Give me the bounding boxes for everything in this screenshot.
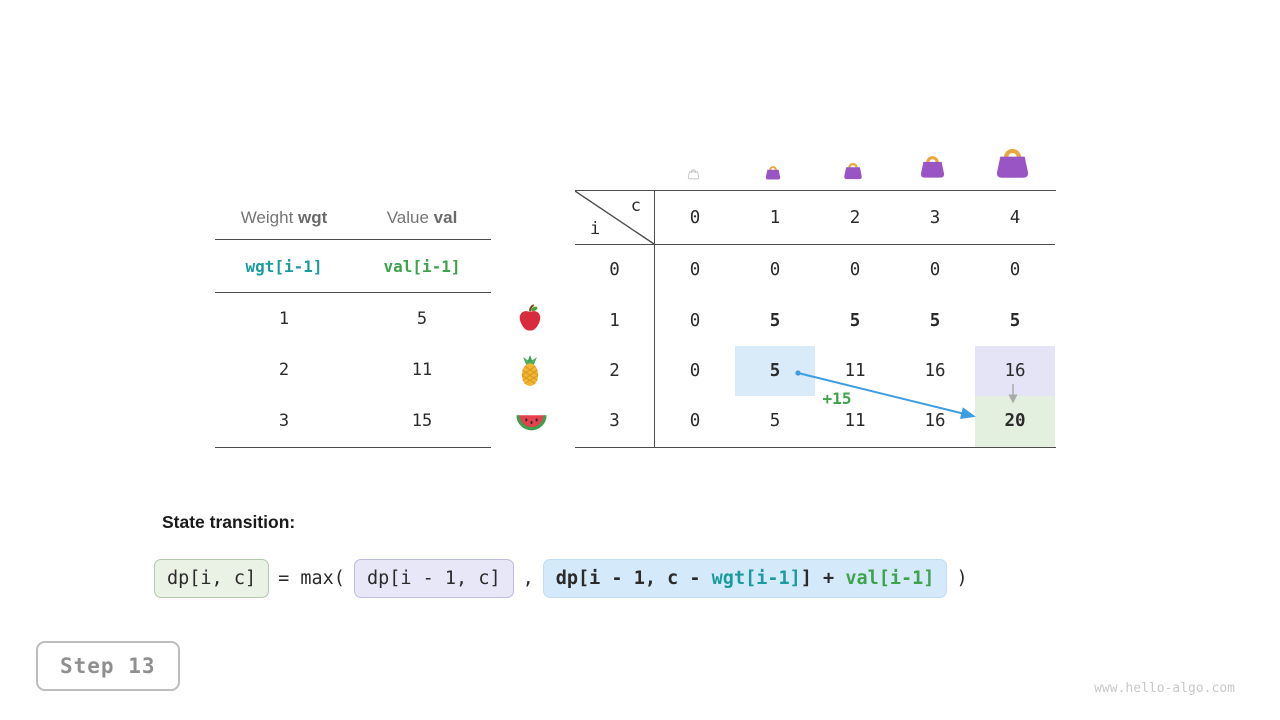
bag-icon: [842, 159, 864, 181]
empty-bag-icon: [687, 165, 700, 180]
dp-cell: 5: [769, 310, 781, 331]
take-expr-prefix: dp[i - 1, c -: [555, 568, 712, 589]
bag-icon: [764, 163, 782, 181]
value-header-code: val: [433, 207, 458, 227]
val-symbol: val[i-1]: [383, 256, 461, 276]
dp-cell-above-highlighted: 16: [975, 345, 1055, 397]
weight-header-text: Weight: [240, 207, 299, 227]
corner-label-i: i: [590, 219, 601, 239]
closing-paren: ): [956, 568, 968, 589]
max-operator: = max(: [278, 568, 345, 589]
table-row: 3 15: [215, 396, 491, 447]
bag-icon: [993, 142, 1032, 181]
dp-cell: 16: [924, 360, 946, 381]
dp-col-header: 3: [895, 191, 975, 245]
transition-gain-label: +15: [822, 389, 852, 408]
transition-arrow-icon: [797, 372, 976, 419]
dp-cell: 0: [689, 411, 701, 432]
weights-table-header: Weight wgt Value val: [215, 196, 491, 240]
dp-cell: 5: [849, 310, 861, 331]
take-expr-wgt: wgt[i-1]: [711, 568, 801, 589]
corner-label-c: c: [630, 196, 641, 216]
value-column-header: Value val: [353, 208, 491, 228]
weight-header-code: wgt: [298, 207, 328, 227]
bag-icon: [918, 151, 947, 180]
dp-keep-box: dp[i - 1, c]: [353, 559, 514, 598]
dp-lhs-box: dp[i, c]: [154, 559, 270, 598]
dp-cell: 0: [929, 260, 941, 281]
dp-cell: 0: [849, 260, 861, 281]
item-value: 11: [411, 359, 433, 380]
weights-values-table: Weight wgt Value val wgt[i-1] val[i-1] 1…: [215, 196, 491, 448]
dp-col-header: 4: [975, 191, 1055, 245]
dp-row-header: 0: [575, 245, 655, 296]
weight-column-header: Weight wgt: [215, 208, 353, 228]
dp-row-header: 2: [575, 345, 655, 397]
weight-value: 3: [278, 411, 290, 432]
dp-col-header: 0: [655, 191, 735, 245]
dp-cell: 11: [844, 360, 866, 381]
dp-table-corner: c i: [575, 191, 655, 245]
dp-take-box: dp[i - 1, c - wgt[i-1]] + val[i-1]: [542, 559, 948, 598]
weight-value: 1: [278, 308, 290, 329]
take-expr-mid: ] +: [800, 568, 846, 589]
corner-diagonal-line: [575, 191, 654, 244]
dp-cell: 0: [769, 260, 781, 281]
dp-table: c i 0 1 2 3 4 0 0 0 0 0 0 1 0 5 5 5 5 2 …: [575, 190, 1056, 448]
dp-cell: 11: [844, 411, 866, 432]
dp-cell: 0: [689, 310, 701, 331]
dp-cell: 0: [1009, 260, 1021, 281]
apple-icon: [517, 304, 543, 332]
wgt-symbol: wgt[i-1]: [245, 256, 323, 276]
dp-cell-current-highlighted: 20: [975, 396, 1055, 447]
dp-col-header: 2: [815, 191, 895, 245]
dp-row-header: 1: [575, 295, 655, 346]
dp-cell: 0: [689, 260, 701, 281]
take-expr-val: val[i-1]: [845, 568, 935, 589]
watermelon-icon: [516, 413, 547, 432]
state-transition-formula: dp[i, c] = max( dp[i - 1, c] , dp[i - 1,…: [154, 559, 968, 598]
dp-cell-source-highlighted: 5: [735, 345, 815, 397]
weight-value: 2: [278, 359, 290, 380]
value-header-text: Value: [386, 207, 434, 227]
dp-cell: 5: [1009, 310, 1021, 331]
dp-row-header: 3: [575, 396, 655, 447]
item-value: 15: [411, 411, 433, 432]
state-transition-heading: State transition:: [162, 512, 296, 532]
dp-col-header: 1: [735, 191, 815, 245]
table-row: 2 11: [215, 344, 491, 395]
dp-cell: 5: [769, 411, 781, 432]
step-badge: Step 13: [36, 641, 180, 691]
dp-cell: 0: [689, 360, 701, 381]
transition-arrows-overlay: [795, 370, 1018, 419]
dp-cell: 16: [924, 411, 946, 432]
pineapple-icon: [518, 355, 542, 387]
table-row: 1 5: [215, 293, 491, 344]
item-value: 5: [416, 308, 428, 329]
dp-cell: 5: [929, 310, 941, 331]
symbol-row: wgt[i-1] val[i-1]: [215, 240, 491, 293]
watermark: www.hello-algo.com: [1094, 681, 1235, 696]
comma-separator: ,: [522, 568, 534, 589]
